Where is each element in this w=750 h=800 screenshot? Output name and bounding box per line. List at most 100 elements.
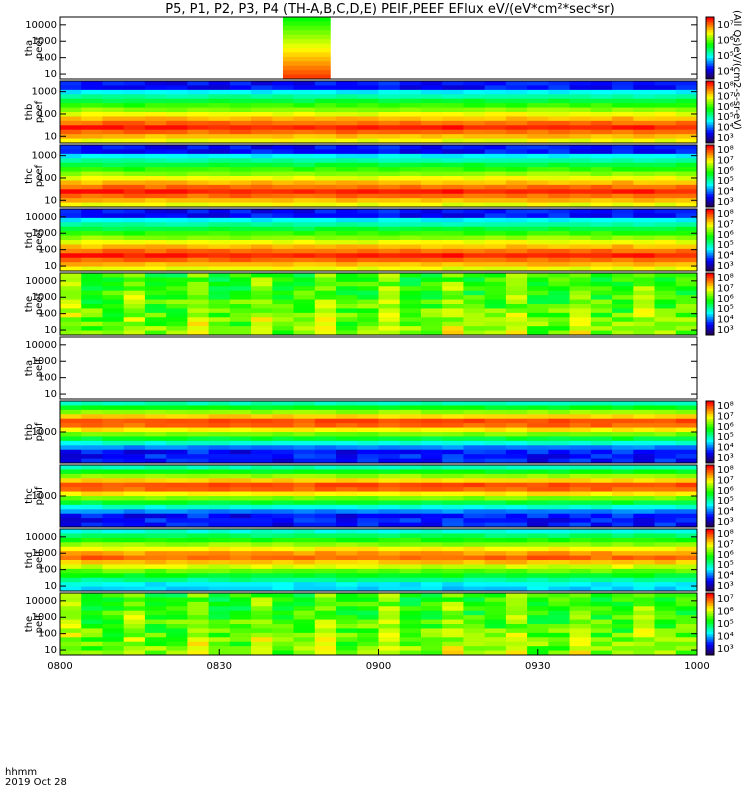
heatmap-cell (527, 500, 549, 506)
heatmap-cell (81, 153, 103, 159)
heatmap-cell (675, 555, 698, 561)
heatmap-cell (505, 286, 528, 292)
heatmap-cell (420, 628, 443, 634)
colorbar-segment (706, 642, 714, 646)
heatmap-cell (505, 496, 528, 501)
heatmap-cell (166, 248, 188, 254)
heatmap-cell (590, 202, 613, 208)
heatmap-cell (654, 277, 677, 283)
heatmap-cell (484, 650, 507, 656)
heatmap-cell (590, 112, 613, 117)
heatmap-cell (144, 454, 167, 460)
heatmap-cell (675, 529, 698, 534)
heatmap-cell (484, 500, 507, 506)
heatmap-cell (463, 597, 486, 603)
heatmap-cell (505, 582, 528, 588)
heatmap-cell (60, 290, 82, 296)
heatmap-cell (187, 432, 210, 437)
heatmap-cell (463, 615, 486, 621)
heatmap-cell (123, 120, 146, 126)
heatmap-cell (251, 551, 273, 557)
heatmap-cell (208, 145, 231, 150)
heatmap-cell (569, 248, 592, 254)
heatmap-cell (463, 568, 486, 574)
heatmap-cell (123, 637, 146, 643)
heatmap-cell (293, 149, 316, 155)
heatmap-cell (442, 244, 464, 250)
heatmap-cell (505, 522, 528, 528)
colorbar-segment (706, 306, 714, 310)
heatmap-cell (420, 129, 443, 135)
colorbar-tick-label: 10⁸ (717, 273, 734, 284)
heatmap-cell (675, 209, 698, 214)
heatmap-cell (357, 593, 379, 598)
heatmap-cell (569, 116, 592, 122)
heatmap-cell (357, 326, 379, 332)
colorbar-segment (706, 413, 714, 417)
heatmap-cell (60, 112, 82, 117)
heatmap-cell (569, 193, 592, 199)
heatmap-cell (272, 601, 295, 607)
colorbar-segment (706, 329, 714, 333)
heatmap-cell (166, 454, 188, 460)
heatmap-cell (251, 98, 273, 104)
heatmap-cell (484, 646, 507, 652)
heatmap-cell (675, 180, 698, 186)
heatmap-cell (336, 321, 358, 327)
heatmap-cell (484, 427, 507, 433)
heatmap-cell (675, 304, 698, 309)
heatmap-cell (399, 537, 422, 543)
heatmap-cell (399, 423, 422, 429)
heatmap-cell (293, 449, 316, 455)
heatmap-cell (81, 295, 103, 301)
heatmap-cell (251, 326, 273, 332)
heatmap-cell (314, 213, 337, 219)
heatmap-cell (60, 317, 82, 323)
heatmap-cell (60, 632, 82, 638)
heatmap-cell (399, 149, 422, 155)
heatmap-cell (463, 445, 486, 451)
heatmap-cell (463, 555, 486, 561)
heatmap-cell (399, 85, 422, 91)
heatmap-cell (187, 537, 210, 543)
colorbar-segment (706, 560, 714, 564)
heatmap-cell (208, 226, 231, 232)
heatmap-cell (144, 231, 167, 237)
heatmap-cell (569, 414, 592, 420)
heatmap-cell (569, 262, 592, 268)
heatmap-cell (251, 134, 273, 140)
heatmap-cell (675, 513, 698, 519)
heatmap-cell (272, 500, 295, 506)
heatmap-cell (420, 281, 443, 287)
panel-frame (59, 336, 698, 400)
heatmap-cell (527, 482, 549, 488)
heatmap-cell (463, 120, 486, 126)
heatmap-cell (357, 167, 379, 173)
heatmap-cell (144, 427, 167, 433)
heatmap-cell (484, 112, 507, 117)
heatmap-cell (484, 593, 507, 598)
heatmap-cell (378, 129, 401, 135)
heatmap-cell (505, 98, 528, 104)
heatmap-cell (272, 290, 295, 296)
heatmap-cell (187, 509, 210, 515)
heatmap-cell (505, 321, 528, 327)
heatmap-cell (336, 496, 358, 501)
heatmap-cell (675, 145, 698, 150)
heatmap-cell (612, 262, 634, 268)
heatmap-cell (569, 619, 592, 625)
heatmap-cell (548, 167, 571, 173)
heatmap-cell (144, 491, 167, 497)
heatmap-cell (60, 231, 82, 237)
heatmap-cell (102, 542, 125, 548)
heatmap-cell (336, 597, 358, 603)
heatmap-cell (102, 624, 125, 629)
heatmap-cell (463, 290, 486, 296)
heatmap-cell (612, 542, 634, 548)
heatmap-cell (548, 542, 571, 548)
heatmap-cell (548, 81, 571, 86)
heatmap-cell (293, 606, 316, 612)
heatmap-cell (505, 577, 528, 583)
heatmap-cell (569, 295, 592, 301)
heatmap-cell (102, 401, 125, 406)
